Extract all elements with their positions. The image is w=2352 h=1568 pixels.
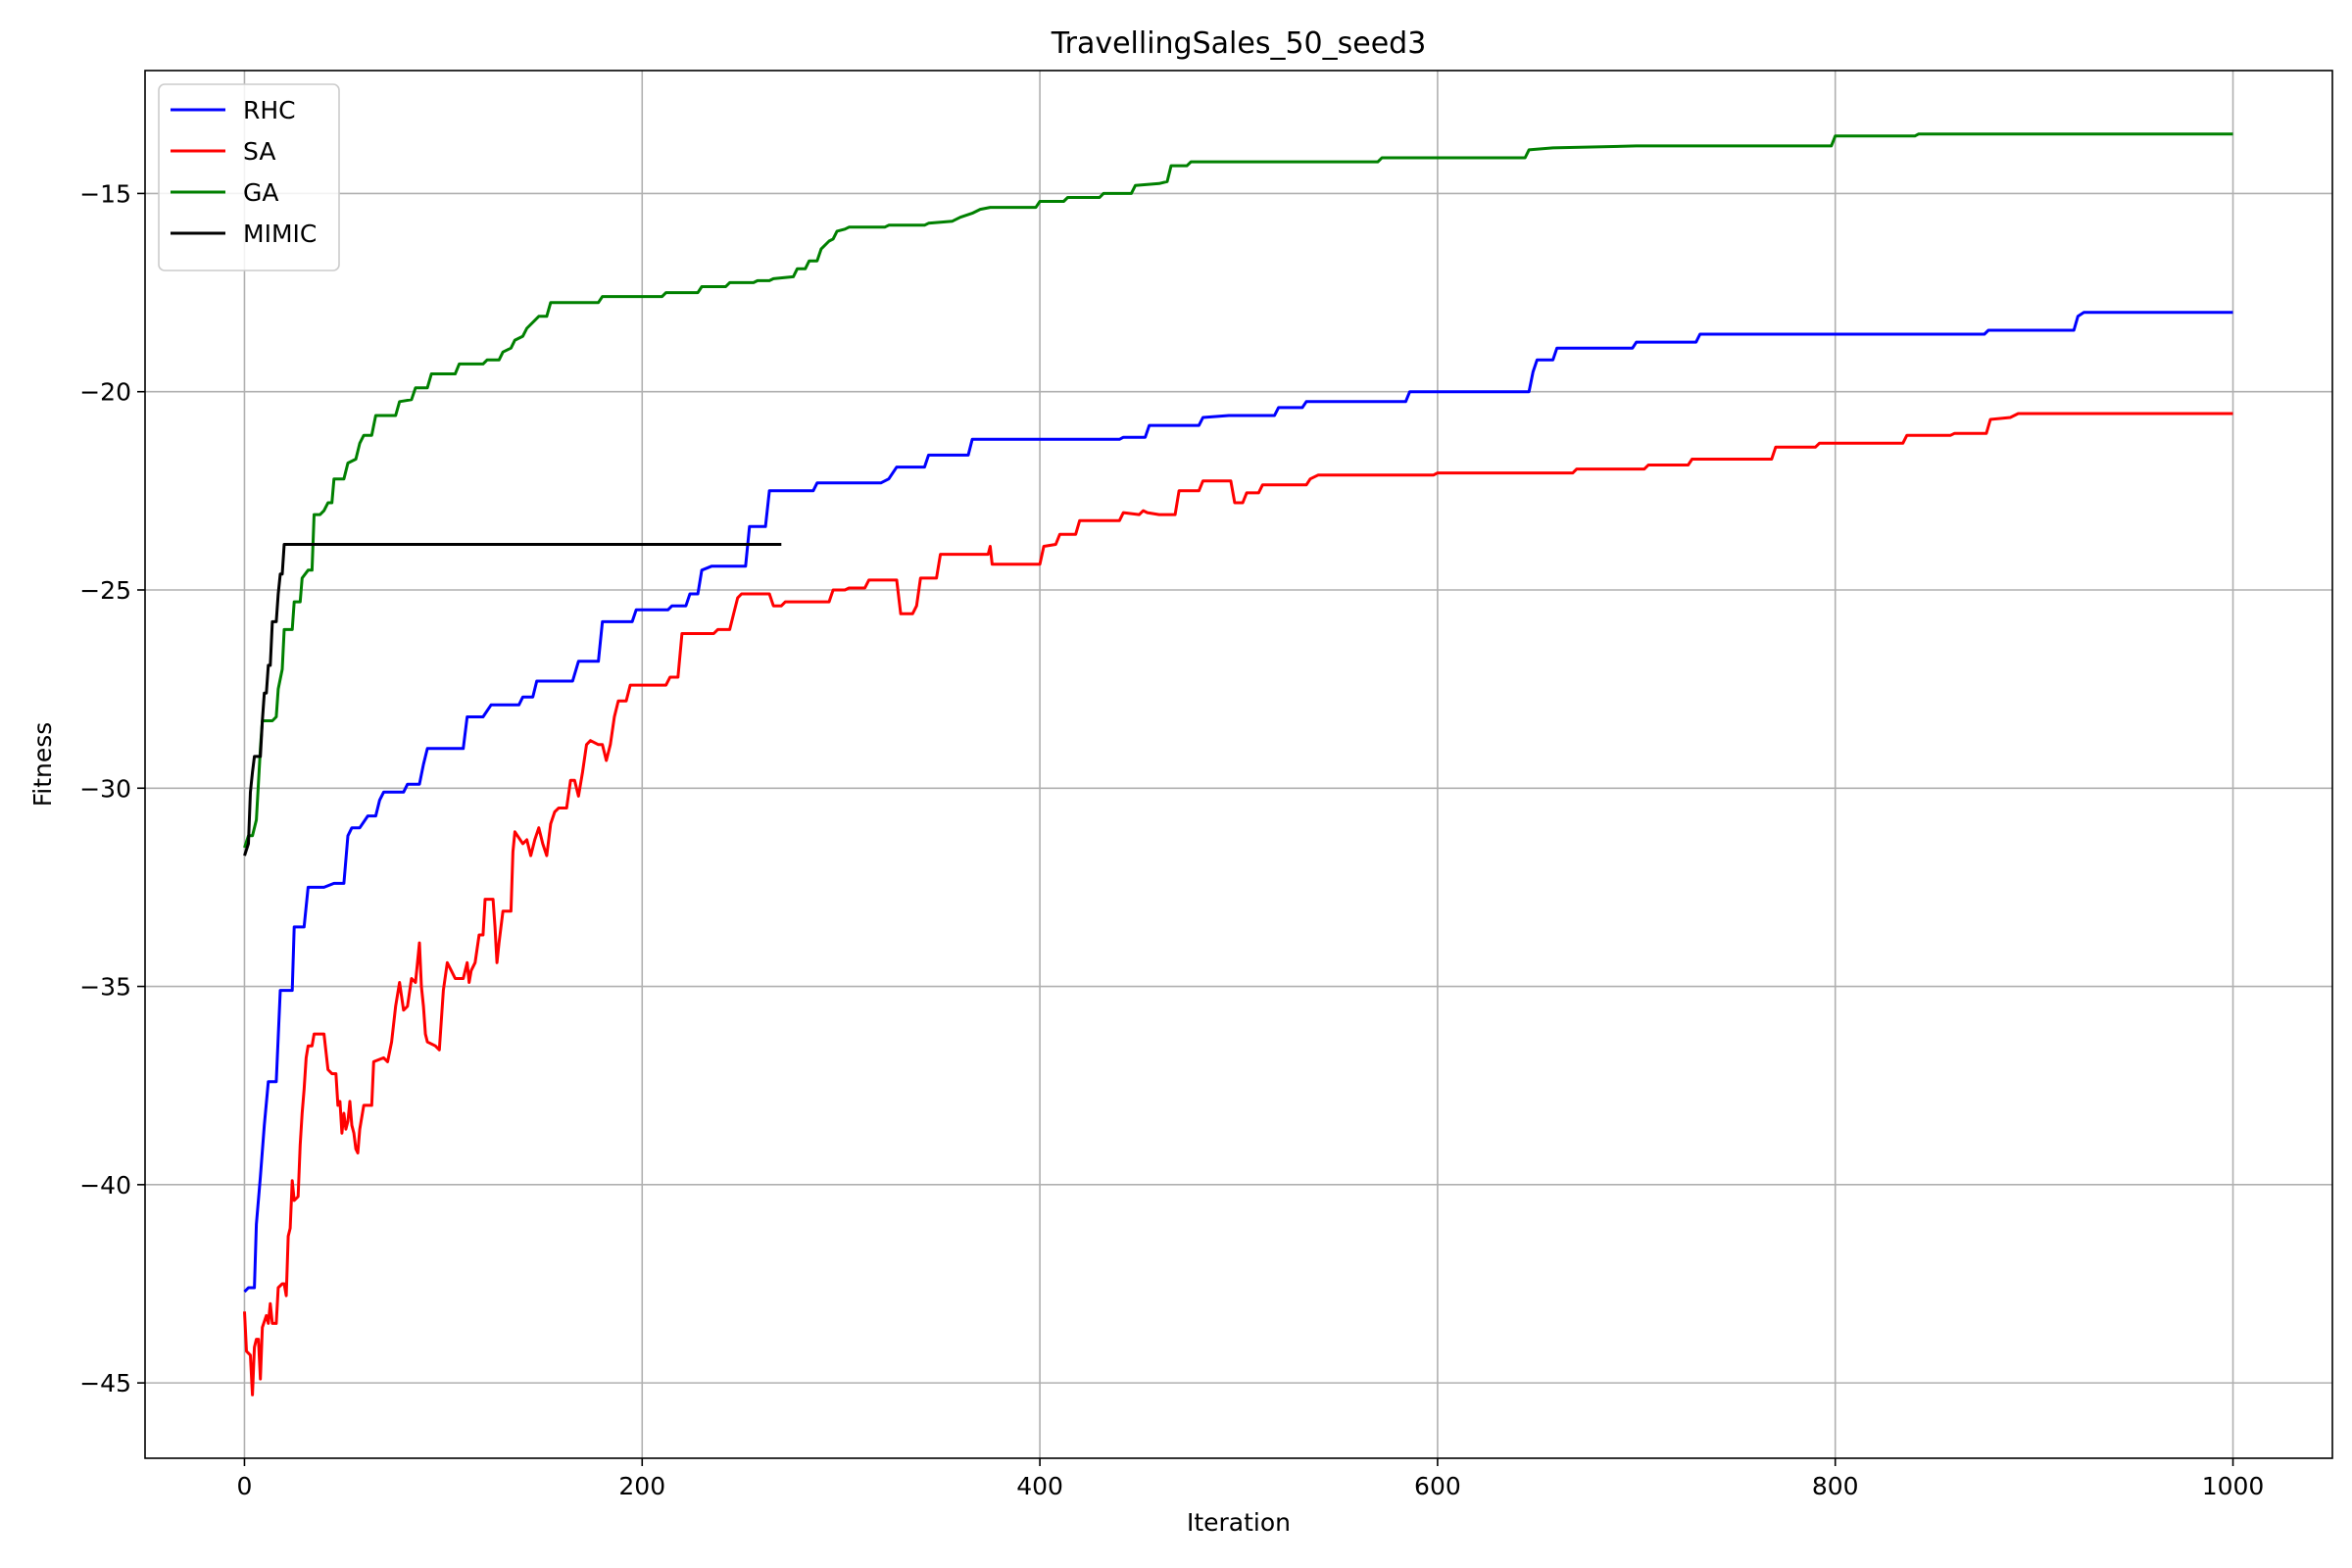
x-tick-label: 200 [618,1472,665,1500]
y-tick-label: −35 [79,973,131,1002]
legend-label-ga: GA [243,178,278,207]
y-tick-label: −25 [79,576,131,605]
y-axis-label: Fitness [28,722,57,808]
y-tick-label: −20 [79,378,131,407]
legend-label-rhc: RHC [243,96,296,124]
y-tick-label: −15 [79,179,131,208]
x-axis-label: Iteration [1187,1508,1291,1537]
x-axis: 0 200 400 600 800 1000 [237,1458,2265,1500]
series-group [243,132,2233,1396]
legend-label-mimic: MIMIC [243,220,317,248]
y-tick-label: −30 [79,774,131,803]
series-line-ga [243,132,2233,849]
y-tick-label: −40 [79,1171,131,1200]
y-tick-label: −45 [79,1369,131,1397]
y-axis: −45 −40 −35 −30 −25 −20 −15 [79,179,145,1397]
series-line-sa [243,412,2233,1396]
x-tick-label: 0 [237,1472,253,1500]
x-tick-label: 600 [1414,1472,1461,1500]
legend: RHC SA GA MIMIC [158,83,340,271]
legend-label-sa: SA [243,137,275,166]
x-tick-label: 1000 [2202,1472,2265,1500]
series-line-mimic [243,543,782,857]
chart-title: TravellingSales_50_seed3 [1051,26,1427,61]
x-tick-label: 800 [1812,1472,1859,1500]
legend-box [158,83,340,271]
series-line-rhc [243,311,2233,1294]
plot-frame [144,70,2333,1459]
x-tick-label: 400 [1016,1472,1063,1500]
grid [145,71,2332,1458]
